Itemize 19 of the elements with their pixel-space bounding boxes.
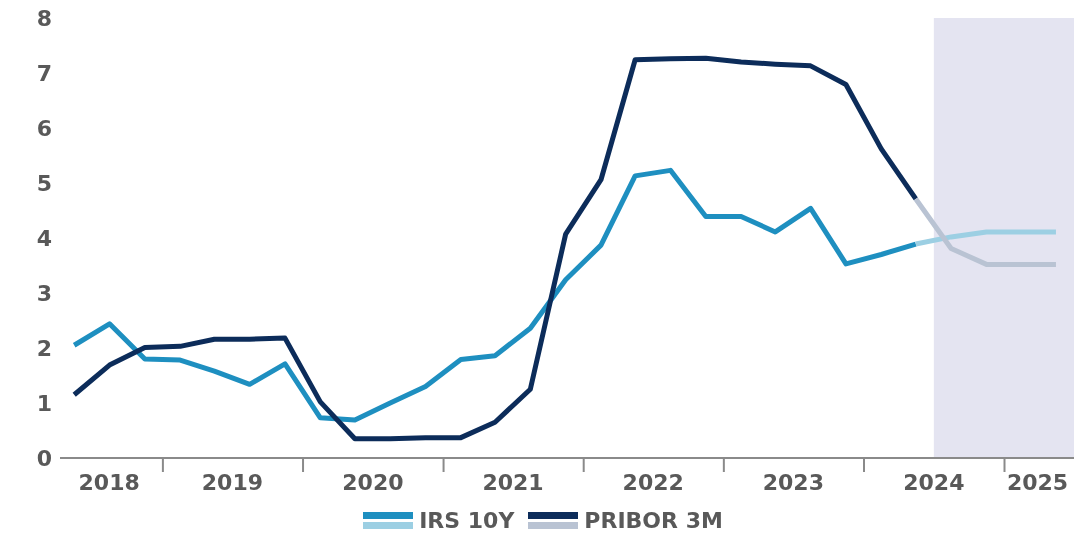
y-tick-label: 4 <box>36 225 52 251</box>
y-tick-label: 1 <box>36 390 52 416</box>
legend-label: PRIBOR 3M <box>584 508 723 533</box>
y-tick-label: 2 <box>36 335 52 361</box>
y-tick-label: 0 <box>36 445 52 471</box>
x-tick-label: 2025 <box>1006 470 1069 495</box>
y-tick-label: 6 <box>36 115 52 141</box>
x-tick-label: 2024 <box>903 470 965 495</box>
y-tick-label: 8 <box>36 5 52 31</box>
x-tick-label: 2021 <box>482 470 544 495</box>
x-tick-label: 2019 <box>201 470 264 495</box>
y-tick-label: 5 <box>36 170 52 196</box>
legend-label: IRS 10Y <box>419 508 515 533</box>
y-tick-label: 3 <box>36 280 52 306</box>
y-tick-label: 7 <box>36 60 52 86</box>
x-tick-label: 2022 <box>622 470 684 495</box>
x-tick-label: 2018 <box>78 470 140 495</box>
x-tick-label: 2023 <box>762 470 824 495</box>
x-tick-label: 2020 <box>342 470 404 495</box>
